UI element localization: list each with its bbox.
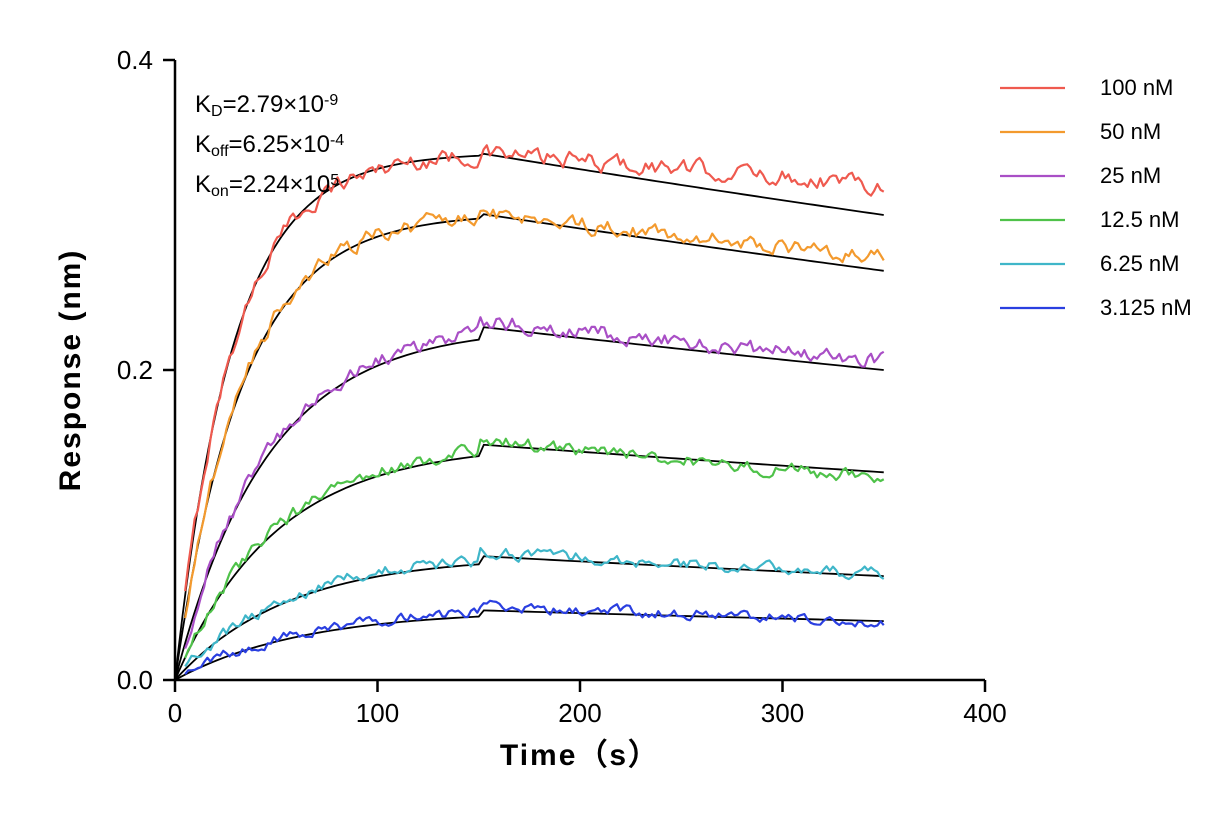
data-trace xyxy=(185,145,884,591)
x-tick-label: 400 xyxy=(963,698,1006,728)
legend-label: 50 nM xyxy=(1100,119,1161,144)
legend-label: 6.25 nM xyxy=(1100,251,1180,276)
kinetics-chart: 0 100 200 300 400 0.0 0.2 0.4 Time（s） Response (n… xyxy=(0,0,1221,825)
y-tick-label: 0.0 xyxy=(117,665,153,695)
data-trace xyxy=(185,439,884,658)
y-axis-label: Response (nm) xyxy=(54,249,87,492)
legend-label: 100 nM xyxy=(1100,75,1173,100)
fit-curve xyxy=(175,445,884,680)
y-tick-label: 0.2 xyxy=(117,355,153,385)
fit-curve xyxy=(175,327,884,680)
fit-curve xyxy=(175,610,884,680)
kinetics-annotation: Kon=2.24×105 xyxy=(195,171,339,200)
chart-container: { "canvas": { "w": 1221, "h": 825 }, "pl… xyxy=(0,0,1221,825)
kinetics-annotation: KD=2.79×10-9 xyxy=(195,91,338,120)
x-tick-label: 100 xyxy=(356,698,399,728)
x-tick-label: 0 xyxy=(168,698,182,728)
legend-label: 3.125 nM xyxy=(1100,295,1192,320)
x-axis-label: Time（s） xyxy=(500,738,660,772)
x-tick-label: 300 xyxy=(761,698,804,728)
data-trace xyxy=(185,210,884,618)
legend-label: 25 nM xyxy=(1100,163,1161,188)
x-tick-label: 200 xyxy=(558,698,601,728)
y-tick-label: 0.4 xyxy=(117,45,153,75)
kinetics-annotation: Koff=6.25×10-4 xyxy=(195,131,344,160)
legend-label: 12.5 nM xyxy=(1100,207,1180,232)
fit-curve xyxy=(175,214,884,680)
